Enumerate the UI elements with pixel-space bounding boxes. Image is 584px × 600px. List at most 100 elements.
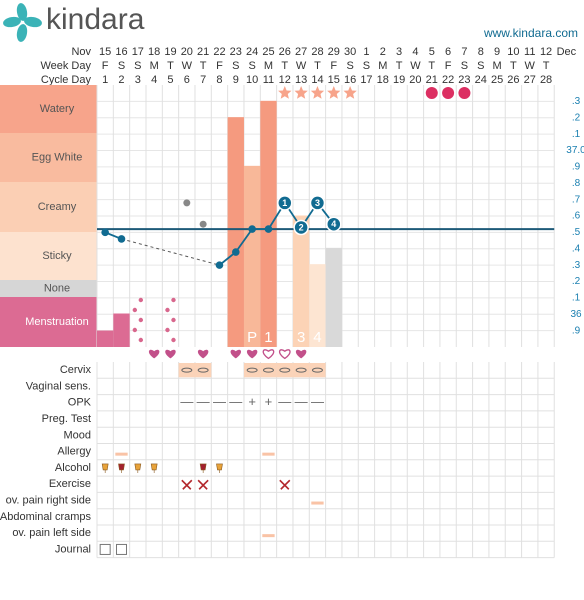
brand: kindara <box>46 3 145 36</box>
spotting <box>132 297 144 343</box>
header-cell: 26 <box>507 74 519 86</box>
header-cell: S <box>346 60 353 72</box>
header-cell: 27 <box>524 74 536 86</box>
header-cell: 8 <box>216 74 222 86</box>
fluid-bar <box>309 264 326 347</box>
temperature-point <box>117 235 126 243</box>
cervix-cell <box>194 363 212 378</box>
symptom-label: Alcohol <box>55 462 91 474</box>
opk-mark: — <box>278 394 291 409</box>
excluded-point <box>183 199 191 207</box>
header-cell: 7 <box>461 46 467 58</box>
symptom-bar <box>115 452 128 456</box>
spotting-dot <box>132 327 138 333</box>
symptom-label: OPK <box>68 397 92 409</box>
heart <box>197 349 209 359</box>
header-cell: M <box>492 60 501 72</box>
fluid-bar <box>243 165 261 347</box>
y-tick-label: .4 <box>572 243 581 254</box>
spotting-dot <box>138 317 144 323</box>
journal-icon <box>115 543 127 555</box>
spotting-dot <box>165 327 170 333</box>
symptom-label: Journal <box>55 543 91 555</box>
y-tick-label: .1 <box>572 129 581 140</box>
cervix-cell <box>178 363 195 378</box>
header-cell: 11 <box>524 46 535 58</box>
header-cell: T <box>167 60 174 72</box>
header-cell: 16 <box>115 46 127 58</box>
heart <box>165 349 176 359</box>
y-tick-label: .2 <box>572 276 581 287</box>
header-cell: 26 <box>279 46 291 58</box>
header-cell: 15 <box>99 46 111 58</box>
header-cell: 24 <box>475 74 487 86</box>
cervix-icon <box>262 367 274 373</box>
temperature-point <box>215 261 224 269</box>
cervix-cell <box>276 363 293 378</box>
header-cell: 23 <box>230 46 242 58</box>
heart <box>148 349 160 359</box>
circle-mark <box>458 87 471 99</box>
header-cell: W <box>410 60 421 72</box>
y-tick-label: .1 <box>572 293 581 304</box>
alcohol-icon <box>216 463 223 473</box>
header-cell: W <box>296 60 307 72</box>
symptom-label: Allergy <box>57 446 91 458</box>
fluid-row <box>0 85 97 133</box>
alcohol-icon <box>199 463 207 473</box>
journal-icon <box>99 543 111 555</box>
header-label: Cycle Day <box>41 74 92 86</box>
opk-mark: — <box>180 394 193 409</box>
logo-petal <box>3 16 21 28</box>
header-cell: 25 <box>262 46 274 58</box>
header-cell: 5 <box>429 46 435 58</box>
y-tick-label: .2 <box>572 112 581 123</box>
fluid-label: Sticky <box>42 250 72 262</box>
header-cell: S <box>477 60 484 72</box>
point-label: 3 <box>315 198 320 208</box>
opk-mark: — <box>295 394 308 409</box>
y-tick-label: .9 <box>572 162 581 173</box>
header-cell: 8 <box>478 46 484 58</box>
fluid-row <box>0 280 97 297</box>
day-label: 4 <box>313 329 321 346</box>
temperature-point <box>326 216 342 232</box>
symptom-label: Exercise <box>49 478 91 490</box>
url[interactable]: www.kindara.com <box>483 26 578 40</box>
header-cell: 22 <box>442 74 454 86</box>
cervix-icon <box>295 367 307 373</box>
header-cell: 22 <box>213 46 225 58</box>
header-cell: 10 <box>246 74 258 86</box>
header-cell: 21 <box>197 46 209 58</box>
symptom-label: ov. pain left side <box>12 527 91 539</box>
temperature-point <box>309 195 326 211</box>
header-cell: 2 <box>380 46 386 58</box>
header-cell: 3 <box>135 74 141 86</box>
header-cell: T <box>281 60 288 72</box>
header-cell: 7 <box>200 74 206 86</box>
logo-petal <box>24 16 42 28</box>
spotting <box>165 297 176 343</box>
header-cell: 21 <box>426 74 438 86</box>
spotting-dot <box>171 297 176 303</box>
y-tick-label: 36 <box>570 309 582 320</box>
header-cell: S <box>248 60 255 72</box>
symptom-label: Cervix <box>60 364 92 376</box>
heart <box>246 349 258 359</box>
heart <box>295 349 307 359</box>
header-cell: W <box>182 60 193 72</box>
header-cell: S <box>134 60 141 72</box>
spotting-dot <box>171 337 176 343</box>
spotting-dot <box>171 317 176 323</box>
cervix-cell <box>243 363 261 378</box>
header-cell: W <box>525 60 536 72</box>
header-cell: S <box>461 60 468 72</box>
header-cell: 4 <box>151 74 157 86</box>
header-cell: F <box>102 60 109 72</box>
spotting-dot <box>138 297 144 303</box>
symptom-label: Mood <box>63 429 91 441</box>
heart-outline <box>278 349 291 360</box>
fluid-bar <box>260 100 277 347</box>
star <box>278 86 292 99</box>
y-tick-label: .7 <box>572 194 581 205</box>
